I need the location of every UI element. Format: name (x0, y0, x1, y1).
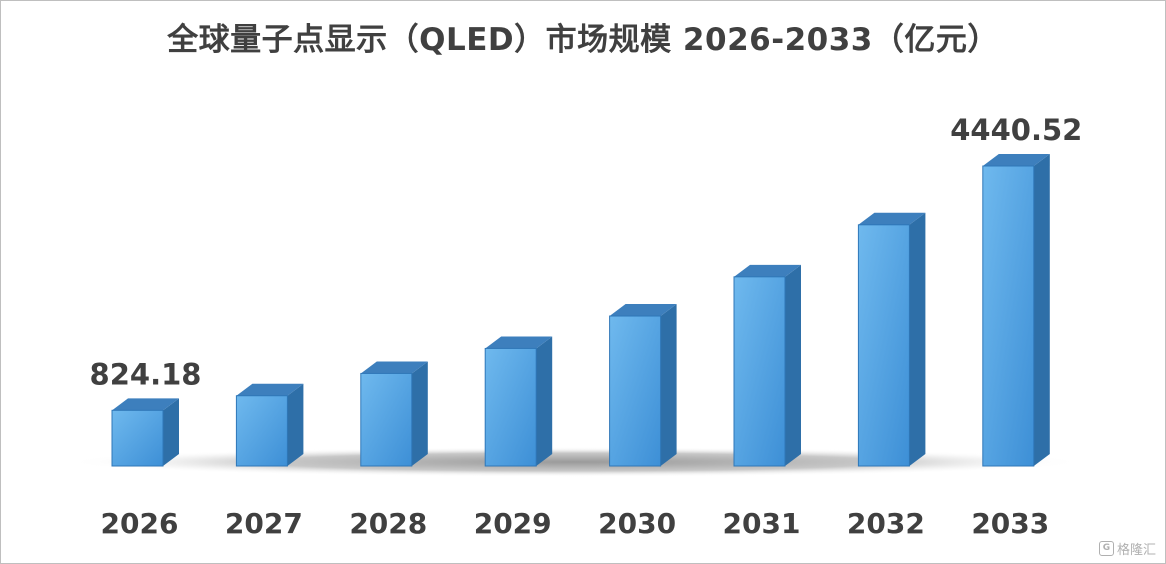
bar-front-2027 (235, 395, 288, 467)
bar-2029 (484, 336, 553, 467)
bar-2031 (733, 264, 801, 467)
data-label-2033: 4440.52 (950, 113, 1082, 147)
bar-top-2030 (609, 304, 677, 317)
x-axis-tick-labels: 2026 2027 2028 2029 2030 2031 2032 2033 (101, 507, 1050, 540)
bar-front-2026 (111, 409, 164, 467)
chart-floor-shadow (65, 447, 1085, 477)
bar-front-2033 (982, 165, 1035, 467)
bar-2030 (609, 304, 677, 467)
bar-2033 (982, 154, 1050, 467)
bar-2032 (857, 212, 926, 467)
watermark: G 格隆汇 (1098, 539, 1156, 558)
bar-side-2027 (287, 383, 304, 466)
bar-front-2032 (857, 224, 910, 467)
bar-side-2032 (909, 212, 926, 466)
bar-front-2031 (733, 276, 786, 467)
x-tick-2033: 2033 (971, 507, 1049, 540)
bar-top-2033 (982, 154, 1050, 166)
bar-side-2033 (1033, 154, 1050, 466)
bars-layer (111, 154, 1050, 467)
x-tick-2029: 2029 (474, 507, 552, 540)
bar-2028 (360, 361, 428, 467)
x-tick-2030: 2030 (598, 507, 676, 540)
bar-side-2026 (163, 398, 179, 466)
x-tick-2026: 2026 (101, 507, 179, 540)
x-tick-2031: 2031 (723, 507, 801, 540)
x-tick-2032: 2032 (847, 507, 925, 540)
bar-side-2028 (411, 361, 428, 466)
x-tick-2028: 2028 (349, 507, 427, 540)
bar-2027 (235, 383, 304, 467)
watermark-text: 格隆汇 (1116, 543, 1156, 558)
bar-side-2030 (660, 304, 677, 466)
bar-2026 (111, 398, 179, 467)
labels-layer: 824.18 4440.52 (90, 113, 1083, 391)
chart-title: 全球量子点显示（QLED）市场规模 2026-2033（亿元） (167, 22, 999, 58)
data-label-2026: 824.18 (90, 357, 202, 391)
bar-front-2028 (360, 372, 413, 467)
bar-front-2029 (484, 347, 537, 467)
bar-top-2027 (236, 383, 304, 396)
bar-top-2028 (360, 361, 428, 374)
x-tick-2027: 2027 (225, 507, 303, 540)
bar-side-2031 (785, 264, 801, 466)
bar-top-2031 (734, 264, 801, 277)
bar-top-2029 (485, 336, 553, 349)
bar-top-2032 (858, 212, 926, 225)
bar-front-2030 (609, 315, 662, 467)
bar-side-2029 (536, 336, 553, 466)
bar-top-2026 (112, 398, 179, 411)
gelonghui-logo-icon: G (1098, 541, 1114, 556)
